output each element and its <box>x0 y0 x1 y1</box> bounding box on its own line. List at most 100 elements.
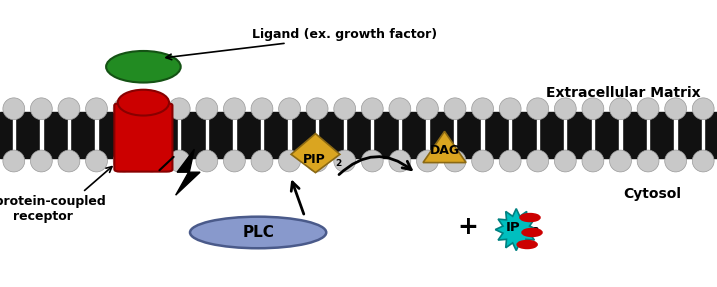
Text: 3: 3 <box>532 227 538 236</box>
Ellipse shape <box>190 217 326 248</box>
Bar <box>95 112 98 158</box>
Bar <box>675 112 677 158</box>
Ellipse shape <box>665 150 687 172</box>
Ellipse shape <box>141 98 163 120</box>
Ellipse shape <box>472 150 493 172</box>
Bar <box>592 112 594 158</box>
FancyBboxPatch shape <box>115 103 172 172</box>
Ellipse shape <box>224 150 245 172</box>
Bar <box>509 112 511 158</box>
Polygon shape <box>495 209 537 251</box>
Ellipse shape <box>472 98 493 120</box>
Ellipse shape <box>499 98 521 120</box>
Circle shape <box>517 241 537 249</box>
Bar <box>536 112 539 158</box>
Ellipse shape <box>306 98 328 120</box>
Text: Ligand (ex. growth factor): Ligand (ex. growth factor) <box>252 28 437 41</box>
Ellipse shape <box>389 98 411 120</box>
Bar <box>481 112 484 158</box>
Bar <box>702 112 704 158</box>
Ellipse shape <box>279 98 300 120</box>
Ellipse shape <box>3 98 24 120</box>
Ellipse shape <box>58 98 80 120</box>
Bar <box>427 112 429 158</box>
Bar <box>151 112 153 158</box>
Ellipse shape <box>141 150 163 172</box>
Ellipse shape <box>30 98 52 120</box>
Ellipse shape <box>499 150 521 172</box>
Ellipse shape <box>444 98 466 120</box>
Ellipse shape <box>637 150 659 172</box>
Ellipse shape <box>609 98 632 120</box>
Text: +: + <box>457 215 478 239</box>
Ellipse shape <box>196 98 218 120</box>
Text: G protein-coupled
receptor: G protein-coupled receptor <box>0 195 106 223</box>
Ellipse shape <box>251 98 273 120</box>
Bar <box>619 112 622 158</box>
Ellipse shape <box>582 98 604 120</box>
Ellipse shape <box>417 150 438 172</box>
Bar <box>123 112 125 158</box>
Text: Cytosol: Cytosol <box>624 187 681 201</box>
Ellipse shape <box>30 150 52 172</box>
Text: 2: 2 <box>336 159 342 168</box>
Bar <box>454 112 456 158</box>
Ellipse shape <box>609 150 632 172</box>
Ellipse shape <box>334 150 356 172</box>
Ellipse shape <box>106 51 181 83</box>
Bar <box>233 112 236 158</box>
Ellipse shape <box>85 98 108 120</box>
Bar <box>0 112 717 158</box>
Ellipse shape <box>361 98 383 120</box>
Bar <box>343 112 346 158</box>
Ellipse shape <box>251 150 273 172</box>
Ellipse shape <box>693 98 714 120</box>
Ellipse shape <box>118 90 169 116</box>
Ellipse shape <box>637 98 659 120</box>
Bar <box>564 112 566 158</box>
Ellipse shape <box>527 150 549 172</box>
Bar <box>68 112 70 158</box>
Text: IP: IP <box>506 221 521 234</box>
Polygon shape <box>423 131 466 162</box>
Bar <box>40 112 42 158</box>
Ellipse shape <box>417 98 438 120</box>
Polygon shape <box>176 149 200 195</box>
Ellipse shape <box>582 150 604 172</box>
Ellipse shape <box>334 98 356 120</box>
Circle shape <box>520 214 540 222</box>
Ellipse shape <box>554 150 576 172</box>
Bar <box>316 112 318 158</box>
Ellipse shape <box>554 98 576 120</box>
Text: PIP: PIP <box>303 153 326 166</box>
Ellipse shape <box>361 150 383 172</box>
Ellipse shape <box>665 98 687 120</box>
Ellipse shape <box>168 150 190 172</box>
Bar <box>399 112 401 158</box>
Ellipse shape <box>444 150 466 172</box>
Bar <box>261 112 263 158</box>
Ellipse shape <box>306 150 328 172</box>
Text: PLC: PLC <box>242 225 274 240</box>
Ellipse shape <box>196 150 218 172</box>
Bar <box>288 112 290 158</box>
Polygon shape <box>291 134 340 173</box>
Ellipse shape <box>389 150 411 172</box>
Ellipse shape <box>3 150 24 172</box>
Ellipse shape <box>113 150 135 172</box>
Ellipse shape <box>279 150 300 172</box>
Text: Extracellular Matrix: Extracellular Matrix <box>546 86 701 100</box>
Ellipse shape <box>168 98 190 120</box>
Ellipse shape <box>527 98 549 120</box>
Bar <box>647 112 649 158</box>
Ellipse shape <box>58 150 80 172</box>
Bar <box>13 112 15 158</box>
Text: DAG: DAG <box>429 144 460 157</box>
Circle shape <box>522 228 542 236</box>
Ellipse shape <box>113 98 135 120</box>
Bar <box>206 112 208 158</box>
Ellipse shape <box>224 98 245 120</box>
Bar <box>178 112 181 158</box>
Ellipse shape <box>693 150 714 172</box>
Bar <box>371 112 374 158</box>
